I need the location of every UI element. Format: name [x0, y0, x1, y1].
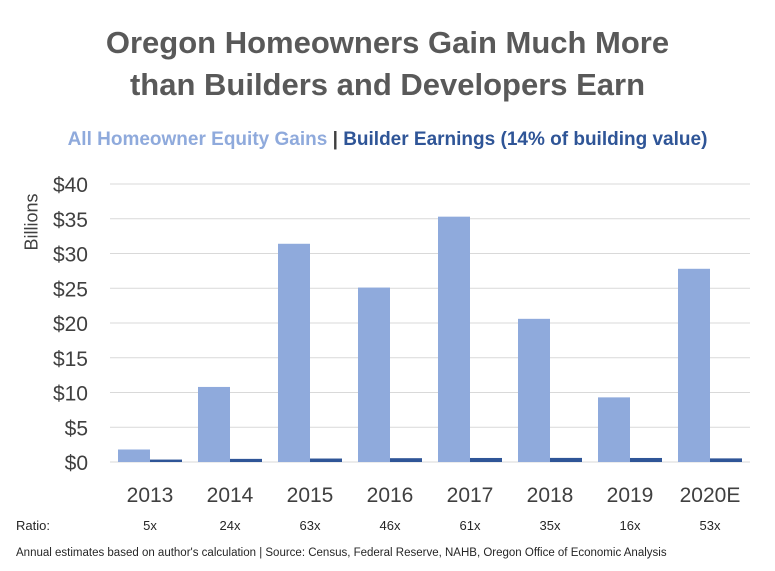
bar-builder-earnings	[230, 458, 262, 462]
x-tick-label: 2015	[287, 484, 334, 507]
bar-equity-gains	[198, 386, 230, 462]
footnote: Annual estimates based on author's calcu…	[16, 547, 667, 559]
y-tick-label: $5	[65, 417, 88, 440]
bar-equity-gains	[598, 397, 630, 462]
legend-separator: |	[332, 129, 338, 150]
ratio-value: 46x	[379, 518, 401, 533]
x-tick-label: 2020E	[680, 484, 741, 507]
ratio-label: Ratio:	[16, 518, 50, 533]
x-tick-label: 2018	[527, 484, 574, 507]
bar-equity-gains	[518, 318, 550, 462]
x-tick-label: 2014	[207, 484, 254, 507]
ratio-value: 53x	[699, 518, 721, 533]
y-tick-label: $30	[53, 244, 88, 267]
bar-chart: $0$5$10$15$20$25$30$35$40 2013 2014 2015 20…	[53, 174, 750, 507]
ratio-value: 63x	[299, 518, 321, 533]
x-tick-label: 2013	[127, 484, 174, 507]
bar-builder-earnings	[710, 458, 742, 462]
legend-entry-builder-earnings: Builder Earnings (14% of building value)	[343, 129, 708, 150]
ratio-value: 35x	[539, 518, 561, 533]
bar-builder-earnings	[630, 457, 662, 462]
bar-equity-gains	[358, 287, 390, 462]
bar-equity-gains	[438, 216, 470, 462]
bar-builder-earnings	[390, 458, 422, 462]
y-tick-label: $35	[53, 209, 88, 232]
bar-equity-gains	[678, 268, 710, 462]
x-tick-label: 2017	[447, 484, 494, 507]
chart-title: Oregon Homeowners Gain Much More than Bu…	[0, 22, 775, 106]
ratio-value: 16x	[619, 518, 641, 533]
ratio-value: 5x	[143, 518, 157, 533]
ratio-value: 61x	[459, 518, 481, 533]
bar-equity-gains	[118, 449, 150, 462]
y-tick-label: $15	[53, 348, 88, 371]
legend-entry-equity-gains: All Homeowner Equity Gains	[67, 129, 328, 150]
bar-builder-earnings	[150, 459, 182, 462]
x-tick-label: 2019	[607, 484, 654, 507]
x-tick-label: 2016	[367, 484, 414, 507]
bar-equity-gains	[278, 243, 310, 462]
bar-builder-earnings	[550, 457, 582, 462]
chart-title-line-2: than Builders and Developers Earn	[129, 67, 646, 102]
chart-title-line-1: Oregon Homeowners Gain Much More	[105, 25, 670, 60]
y-tick-label: $20	[53, 313, 88, 336]
x-axis-ticks: 2013 2014 2015 2016 2017 2018 2019 2020E	[127, 484, 741, 507]
bars	[118, 216, 742, 462]
y-tick-label: $0	[65, 452, 88, 475]
ratio-row: Ratio: 5x 24x 63x 46x 61x 35x 16x 53x	[0, 518, 775, 538]
ratio-value: 24x	[219, 518, 241, 533]
y-tick-label: $10	[53, 383, 88, 406]
gridlines	[110, 183, 750, 463]
y-tick-label: $25	[53, 278, 88, 301]
legend: All Homeowner Equity Gains | Builder Ear…	[0, 129, 775, 151]
bar-builder-earnings	[470, 457, 502, 462]
bar-builder-earnings	[310, 458, 342, 462]
y-axis-ticks: $0 $5 $10 $15 $20 $25 $30 $35 $40	[53, 174, 88, 475]
y-tick-label: $40	[53, 174, 88, 197]
